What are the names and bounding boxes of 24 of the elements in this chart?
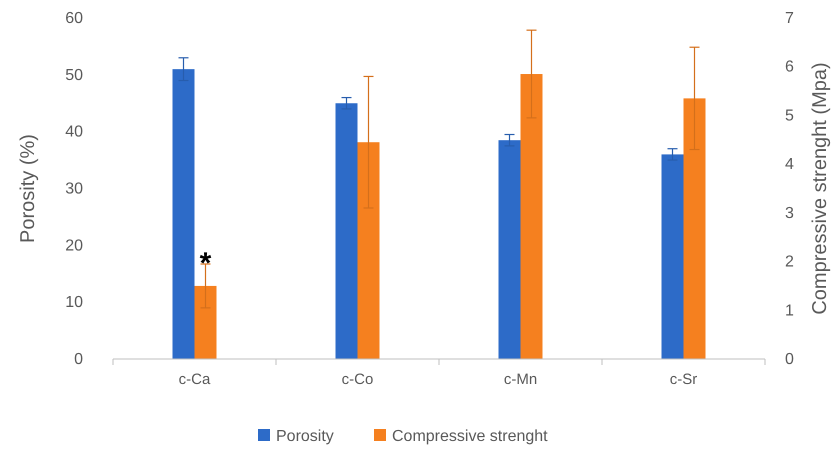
x-tick-label: c-Co	[342, 371, 374, 388]
y-tick-label: 0	[74, 351, 84, 368]
y-tick-label: 10	[65, 294, 84, 312]
y-tick-label: 60	[65, 10, 84, 27]
y-tick-label: 50	[65, 66, 84, 84]
y2-tick-label: 5	[785, 107, 794, 124]
y2-tick-label: 0	[785, 351, 794, 368]
y-tick-label: 40	[65, 124, 84, 141]
x-tick-label: c-Ca	[178, 371, 211, 388]
y2-tick-label: 1	[785, 302, 794, 320]
y2-tick-label: 6	[785, 58, 794, 76]
y-axis-title: Porosity (%)	[17, 134, 39, 243]
y2-tick-label: 2	[785, 254, 794, 271]
y2-axis-title: Compressive strenght (Mpa)	[809, 62, 831, 315]
x-tick-label: c-Sr	[670, 371, 698, 388]
y2-tick-label: 3	[785, 204, 794, 222]
y2-tick-label: 7	[785, 10, 794, 27]
y-tick-label: 20	[65, 237, 84, 254]
annotation: *	[200, 247, 212, 280]
x-tick-label: c-Mn	[504, 371, 538, 388]
y-tick-label: 30	[65, 180, 84, 198]
legend-label: Porosity	[276, 428, 334, 445]
legend-label: Compressive strenght	[392, 428, 548, 445]
y2-tick-label: 4	[785, 156, 794, 174]
